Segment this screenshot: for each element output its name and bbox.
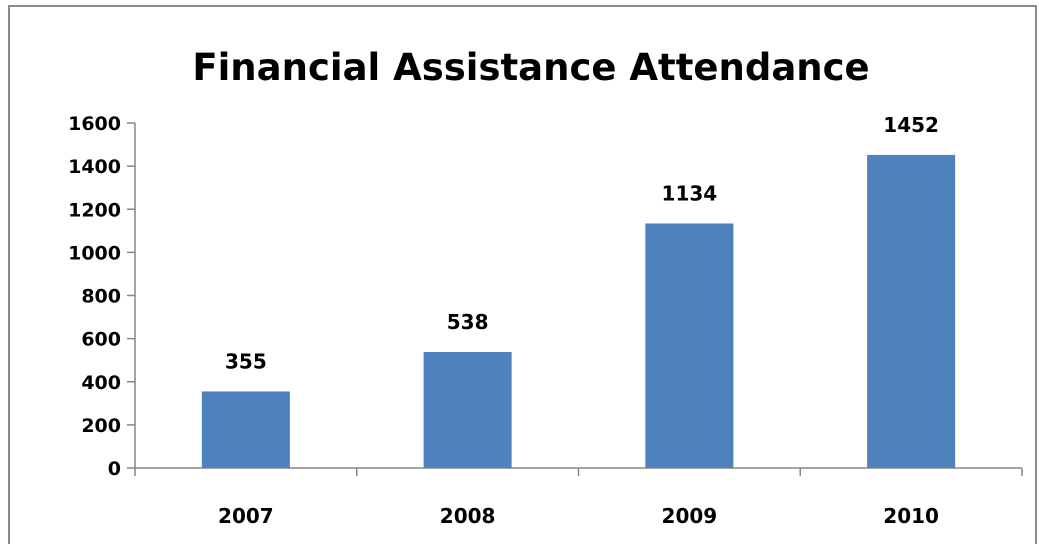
y-tick-label: 1000 <box>68 242 121 264</box>
bar-2010 <box>867 154 956 468</box>
y-tick-label: 600 <box>81 329 121 351</box>
x-tick-label-2010: 2010 <box>883 504 939 528</box>
y-tick-label: 0 <box>108 458 121 480</box>
y-tick-label: 1400 <box>68 156 121 178</box>
x-tick-label-2008: 2008 <box>440 504 496 528</box>
x-tick-label-2009: 2009 <box>662 504 718 528</box>
data-label-2008: 538 <box>447 310 489 334</box>
bar-2007 <box>201 391 290 468</box>
data-label-2007: 355 <box>225 349 267 373</box>
bar-2009 <box>645 223 734 468</box>
chart-frame <box>8 5 1037 544</box>
data-label-2009: 1134 <box>662 181 718 205</box>
y-tick-label: 400 <box>81 372 121 394</box>
bar-2008 <box>423 351 512 468</box>
y-tick-label: 800 <box>81 286 121 308</box>
y-tick-label: 1200 <box>68 199 121 221</box>
x-tick-label-2007: 2007 <box>218 504 274 528</box>
y-tick-label: 1600 <box>68 113 121 135</box>
y-tick-label: 200 <box>81 415 121 437</box>
chart-title: Financial Assistance Attendance <box>192 46 869 89</box>
data-label-2010: 1452 <box>883 113 939 137</box>
plot-area: 0 200 400 600 800 1000 1200 1400 1600 355 2007 538 2… <box>68 113 1023 528</box>
